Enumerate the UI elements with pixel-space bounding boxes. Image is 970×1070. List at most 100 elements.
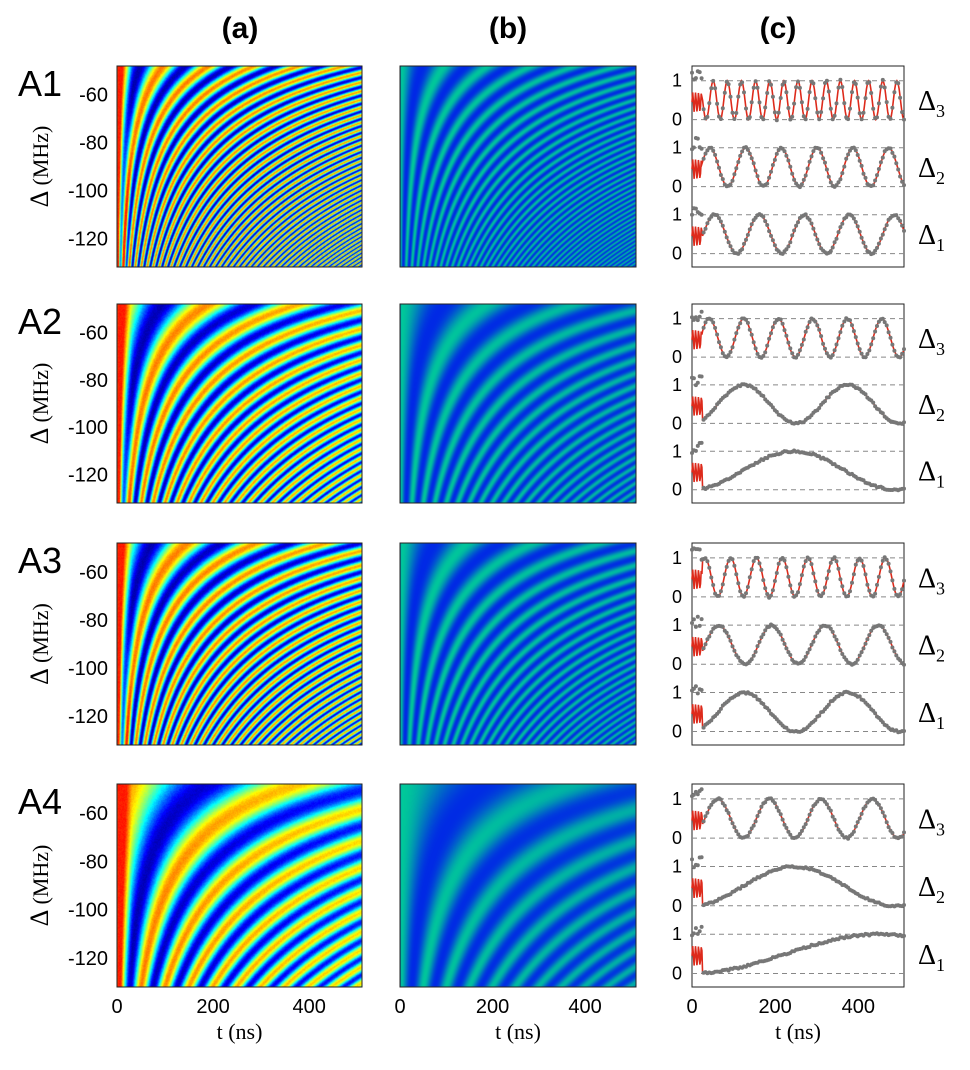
trace-label-sub: 1 [936, 713, 945, 733]
traces-frame [692, 784, 904, 987]
data-point [817, 117, 821, 121]
data-point [738, 321, 742, 325]
xtick: 0 [111, 996, 122, 1018]
trace-label-sub: 3 [936, 101, 945, 121]
data-point [883, 814, 887, 818]
data-point [719, 220, 723, 224]
data-point [700, 925, 704, 929]
data-point [900, 224, 904, 228]
data-point [810, 222, 814, 226]
ylabel-symbol: Δ [25, 663, 54, 685]
data-point [813, 579, 817, 583]
data-point [732, 564, 736, 568]
data-point [894, 161, 898, 165]
data-point [783, 642, 787, 646]
data-point [831, 630, 835, 634]
data-point [829, 809, 833, 813]
data-point [817, 147, 821, 151]
data-point [848, 318, 852, 322]
data-point [731, 179, 735, 183]
data-point [856, 96, 860, 100]
data-point [804, 655, 808, 659]
data-point [729, 183, 733, 187]
trace-label-sub: 3 [936, 339, 945, 359]
data-point [852, 329, 856, 333]
data-point [752, 86, 756, 90]
column-title: (a) [222, 12, 259, 45]
data-point [721, 582, 725, 586]
data-point [788, 583, 792, 587]
data-point [900, 352, 904, 356]
data-point [808, 557, 812, 561]
data-point [719, 589, 723, 593]
row-a3: A3Δ (MHz)-60-80-100-12010Δ310Δ210Δ1 [18, 540, 945, 745]
data-point [815, 589, 819, 593]
row-label: A2 [18, 301, 62, 342]
data-point [734, 111, 738, 115]
data-point [752, 340, 756, 344]
heatmap-ylabel: Δ (MHz) [25, 603, 54, 685]
data-point [892, 155, 896, 159]
data-point [713, 326, 717, 330]
trace-label-symbol: Δ [918, 390, 936, 421]
data-point [721, 106, 725, 110]
data-point [736, 326, 740, 330]
data-point [804, 330, 808, 334]
data-point [889, 147, 893, 151]
data-point [835, 823, 839, 827]
data-point [862, 241, 866, 245]
data-point [700, 787, 704, 791]
trace-label-sub: 1 [936, 471, 945, 491]
data-point [819, 334, 823, 338]
data-point [731, 557, 735, 561]
heatmap-ytick: -100 [68, 417, 108, 439]
data-point [815, 323, 819, 327]
data-point [777, 111, 781, 115]
data-point [729, 639, 733, 643]
data-point [727, 82, 731, 86]
data-point [694, 926, 698, 930]
data-point [810, 154, 814, 158]
data-point [864, 96, 868, 100]
column-title: (b) [489, 12, 527, 45]
data-point [811, 571, 815, 575]
data-point [877, 101, 881, 105]
data-point [758, 100, 762, 104]
data-point [734, 166, 738, 170]
data-point [700, 213, 704, 217]
data-point [862, 172, 866, 176]
data-point [698, 929, 702, 933]
data-point [821, 96, 825, 100]
data-point [808, 90, 812, 94]
trace-label: Δ1 [918, 940, 945, 975]
data-point [738, 154, 742, 158]
row-label: A4 [18, 781, 62, 822]
data-point [852, 217, 856, 221]
data-point [875, 173, 879, 177]
data-point [732, 649, 736, 653]
trace-ytick: 1 [672, 375, 682, 395]
data-point [840, 222, 844, 226]
data-point [837, 86, 841, 90]
data-point [873, 711, 877, 715]
data-point [850, 90, 854, 94]
heatmap-ytick: -100 [68, 658, 108, 680]
data-point [881, 78, 885, 82]
data-point [771, 95, 775, 99]
data-point [790, 172, 794, 176]
data-point [696, 691, 700, 695]
trace-ytick: 0 [672, 110, 682, 130]
data-point [881, 625, 885, 629]
data-point [750, 156, 754, 160]
data-point [867, 80, 871, 84]
data-point [890, 646, 894, 650]
data-point [811, 81, 815, 85]
data-point [727, 240, 731, 244]
data-point [798, 86, 802, 90]
data-point [694, 449, 698, 453]
data-point [879, 237, 883, 241]
data-point [838, 330, 842, 334]
data-point [837, 230, 841, 234]
data-point [881, 810, 885, 814]
data-point [736, 95, 740, 99]
